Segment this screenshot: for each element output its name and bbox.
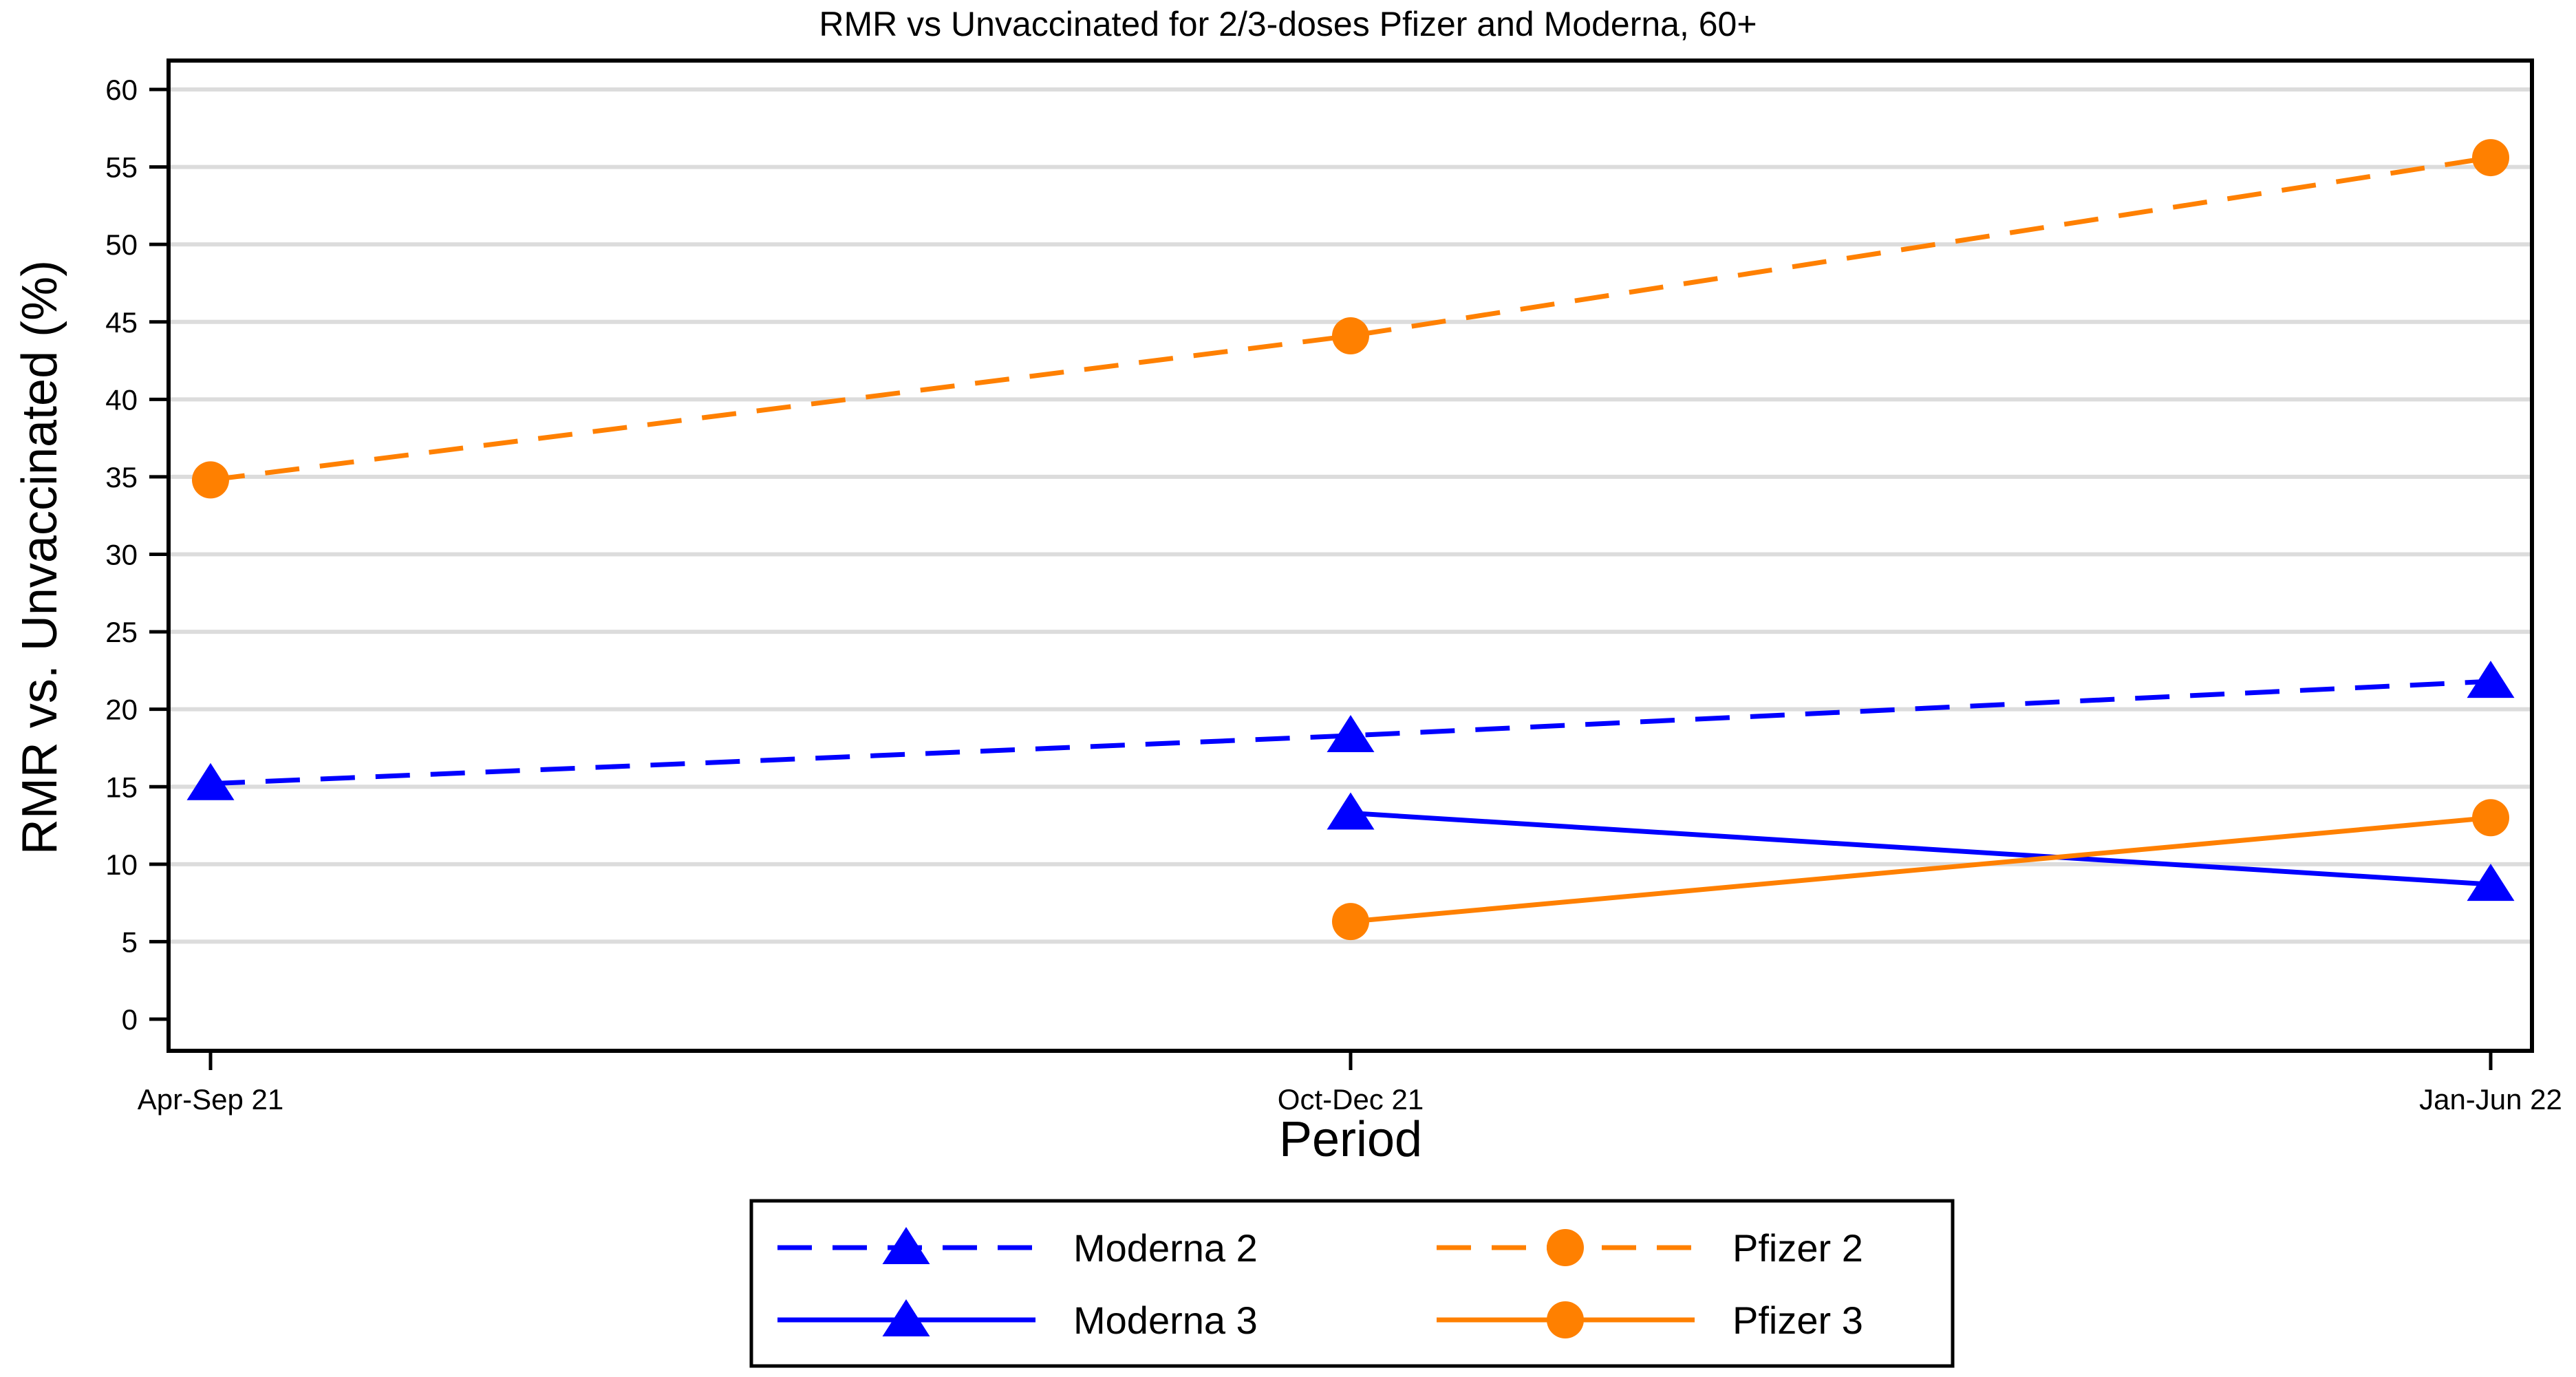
y-tick-label: 10 [105,848,138,881]
y-tick-label: 35 [105,461,138,493]
legend-label: Moderna 3 [1073,1299,1258,1342]
axes: 0 5 10 15 20 25 30 35 40 45 50 55 60 Apr-Sep 21 Oct-De… [105,74,2562,1116]
chart-title: RMR vs Unvaccinated for 2/3-doses Pfizer… [819,5,1757,43]
series-pfizer-2 [192,139,2509,499]
legend-swatch-marker [882,1227,930,1264]
x-tick-label: Apr-Sep 21 [138,1083,283,1116]
data-point [192,461,229,499]
gridlines [169,87,2532,944]
series-moderna-2 [186,661,2515,800]
legend: Moderna 2 Pfizer 2 Moderna 3 Pfizer 3 [749,1199,1955,1368]
data-point [2472,139,2509,177]
series-line-moderna-3 [1350,811,2491,887]
series [186,139,2515,941]
data-point [2467,864,2515,901]
y-tick-label: 20 [105,694,138,726]
data-point [2472,799,2509,837]
legend-item-pfizer-3: Pfizer 3 [1437,1299,1863,1342]
legend-label: Pfizer 2 [1732,1226,1863,1270]
y-tick-label: 60 [105,74,138,106]
y-tick-label: 45 [105,306,138,339]
data-point [1332,317,1369,355]
legend-box [749,1199,1955,1368]
series-line-pfizer-3 [1350,815,2491,924]
data-point [1327,792,1375,830]
series-moderna-3 [1327,792,2515,901]
y-tick-label: 15 [105,771,138,803]
y-tick-label: 40 [105,383,138,416]
y-tick-label: 0 [122,1003,138,1036]
legend-item-moderna-3: Moderna 3 [777,1299,1258,1342]
y-tick-label: 30 [105,539,138,571]
y-axis-label: RMR vs. Unvaccinated (%) [12,260,67,855]
y-tick-label: 50 [105,228,138,261]
data-point [2467,661,2515,698]
data-point [1332,903,1369,941]
legend-label: Pfizer 3 [1732,1299,1863,1342]
y-tick-label: 5 [122,926,138,958]
legend-item-pfizer-2: Pfizer 2 [1437,1226,1863,1270]
series-pfizer-3 [1332,799,2509,941]
y-tick-label: 25 [105,616,138,648]
series-line-moderna-2 [210,679,2491,787]
y-tick-label: 55 [105,151,138,184]
legend-swatch-marker [1547,1301,1584,1338]
x-axis-label: Period [1279,1112,1422,1167]
legend-label: Moderna 2 [1073,1226,1258,1270]
legend-item-moderna-2: Moderna 2 [777,1226,1258,1270]
x-tick-label: Oct-Dec 21 [1278,1083,1424,1116]
legend-swatch-marker [1547,1229,1584,1266]
data-point [186,762,235,800]
x-tick-label: Jan-Jun 22 [2419,1083,2562,1116]
legend-swatch-marker [882,1299,930,1336]
data-point [1327,714,1375,752]
